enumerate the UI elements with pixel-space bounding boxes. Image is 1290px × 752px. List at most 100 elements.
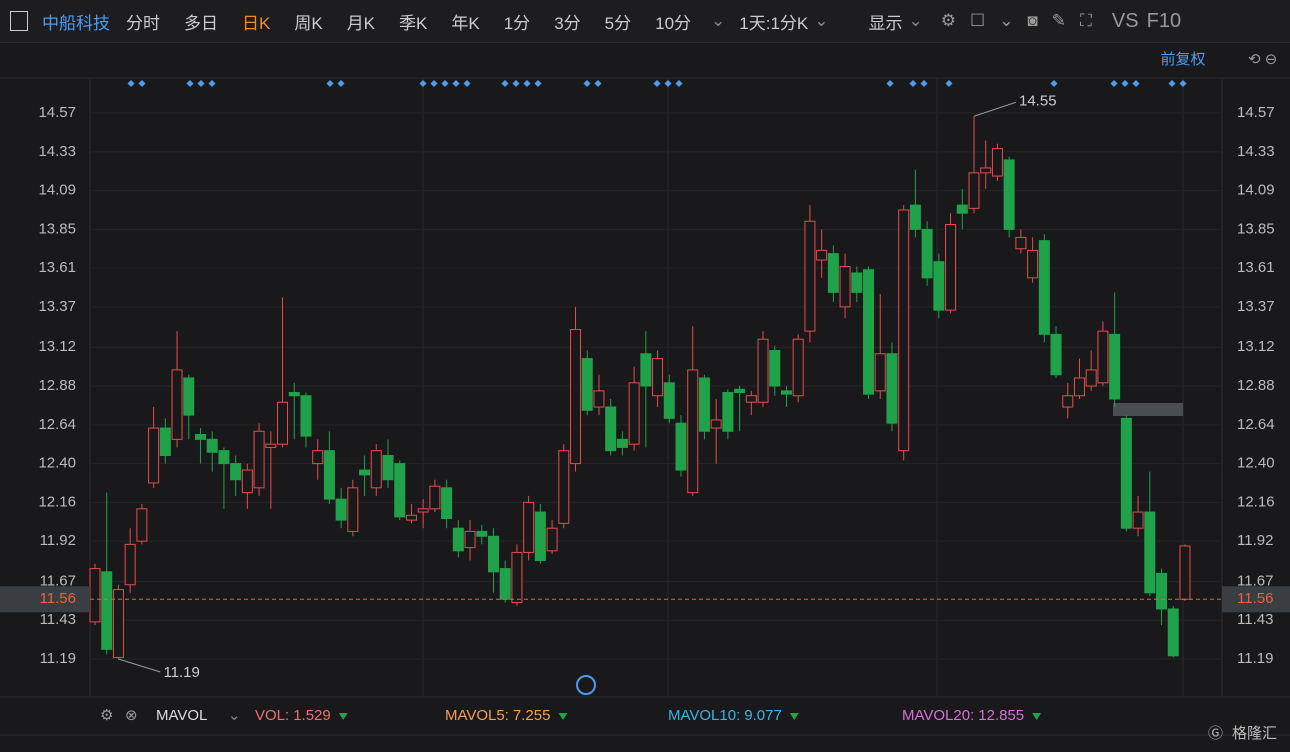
- marker: [920, 79, 928, 88]
- indicator-name[interactable]: MAVOL: [156, 707, 207, 724]
- candle-body: [675, 422, 687, 471]
- candle-body: [277, 401, 289, 445]
- candle-body: [300, 395, 312, 437]
- y-tick-label: 13.85: [1237, 220, 1275, 237]
- candle-body: [370, 450, 382, 489]
- tab[interactable]: 年K: [451, 13, 480, 33]
- candle-body: [886, 353, 898, 424]
- tab[interactable]: 周K: [294, 13, 323, 33]
- y-tick-label: 14.57: [38, 104, 76, 121]
- candle-body: [1144, 511, 1156, 594]
- marker: [326, 79, 334, 88]
- down-arrow: [1032, 713, 1042, 720]
- search-icon[interactable]: [576, 675, 596, 695]
- current-price: 11.56: [1237, 590, 1273, 607]
- tab[interactable]: 季K: [399, 13, 428, 33]
- indicator-value: 9.077: [744, 707, 782, 724]
- candle-body: [1003, 159, 1015, 230]
- candle-body: [288, 392, 300, 397]
- down-arrow: [789, 713, 799, 720]
- candle-body: [593, 390, 605, 408]
- price-tag: [1222, 586, 1290, 613]
- candle-body: [616, 438, 628, 448]
- tab[interactable]: 月K: [346, 13, 376, 33]
- candle-body: [898, 209, 910, 452]
- y-tick-label: 14.09: [38, 182, 76, 199]
- y-tick-label: 12.64: [1237, 416, 1275, 433]
- annotation: 11.19: [163, 664, 199, 681]
- marker: [501, 79, 509, 88]
- candle-body: [1179, 545, 1191, 600]
- icon[interactable]: [10, 11, 28, 31]
- candle-body: [769, 350, 781, 387]
- candle-body: [476, 530, 488, 537]
- marker: [419, 79, 427, 88]
- y-tick-label: 11.92: [1237, 532, 1273, 549]
- marker: [886, 79, 894, 88]
- candle-body: [312, 450, 324, 465]
- candle-body: [1085, 369, 1097, 387]
- icons[interactable]: ⟲ ⊖: [1248, 51, 1277, 68]
- candle-body: [1038, 240, 1050, 335]
- vs[interactable]: VS: [1111, 9, 1139, 32]
- f10[interactable]: F10: [1146, 9, 1182, 32]
- marker: [1050, 79, 1058, 88]
- candle-body: [558, 450, 570, 524]
- candle-body: [218, 450, 230, 465]
- candle-body: [1015, 236, 1027, 250]
- chevron[interactable]: ⌄: [711, 11, 726, 30]
- current-price: 11.56: [40, 590, 76, 607]
- marker: [337, 79, 345, 88]
- watermark: Ⓖ: [1208, 725, 1223, 742]
- y-tick-label: 13.85: [38, 220, 76, 237]
- candle-body: [980, 167, 992, 174]
- candle-body: [816, 249, 828, 261]
- marker: [441, 79, 449, 88]
- candle-body: [1062, 395, 1074, 408]
- marker: [186, 79, 194, 88]
- settings-icon[interactable]: ⚙: [100, 707, 113, 724]
- marker: [534, 79, 542, 88]
- marker: [452, 79, 460, 88]
- y-tick-label: 11.67: [40, 572, 76, 589]
- icons[interactable]: ⚙☐⌄◙✎⛶: [940, 11, 1106, 30]
- candle-body: [523, 501, 535, 553]
- candle-body: [968, 172, 980, 209]
- candle-body: [710, 419, 722, 429]
- y-tick-label: 12.88: [38, 377, 76, 394]
- marker: [523, 79, 531, 88]
- candle-body: [159, 427, 171, 457]
- marker: [594, 79, 602, 88]
- display[interactable]: 显示: [868, 13, 903, 33]
- y-tick-label: 12.88: [1237, 377, 1275, 394]
- candle-body: [687, 369, 699, 494]
- candle-body: [464, 530, 476, 549]
- close-icon[interactable]: ⊗: [125, 707, 138, 724]
- candle-body: [394, 463, 406, 518]
- candle-body: [335, 498, 347, 521]
- tab[interactable]: 1分: [503, 13, 531, 33]
- period[interactable]: 1天:1分K: [739, 13, 809, 33]
- tab[interactable]: 多日: [184, 13, 218, 33]
- candle-body: [570, 329, 582, 465]
- candle-body: [253, 430, 265, 489]
- annotation-line: [973, 101, 1017, 117]
- y-tick-label: 11.43: [40, 611, 76, 628]
- watermark: 格隆汇: [1232, 725, 1277, 742]
- candle-body: [933, 261, 945, 311]
- tab[interactable]: 10分: [655, 13, 692, 33]
- tab[interactable]: 5分: [604, 13, 632, 33]
- tab[interactable]: 3分: [554, 13, 581, 33]
- marker: [127, 79, 135, 88]
- candle-body: [745, 395, 757, 403]
- candle-body: [804, 220, 816, 332]
- candle-body: [605, 406, 617, 452]
- tab[interactable]: 分时: [126, 13, 160, 33]
- candle-body: [499, 568, 511, 600]
- stock-name[interactable]: 中船科技: [42, 13, 110, 33]
- toolbar: 中船科技 分时 多日 日K 周K 月K 季K 年K 1分 3分 5分 10分 ⌄ 1天:1分K ⌄ …: [0, 0, 1290, 43]
- marker: [1121, 79, 1129, 88]
- tab[interactable]: 日K: [242, 13, 271, 33]
- adjust[interactable]: 前复权: [1160, 50, 1205, 68]
- candle-body: [241, 469, 253, 494]
